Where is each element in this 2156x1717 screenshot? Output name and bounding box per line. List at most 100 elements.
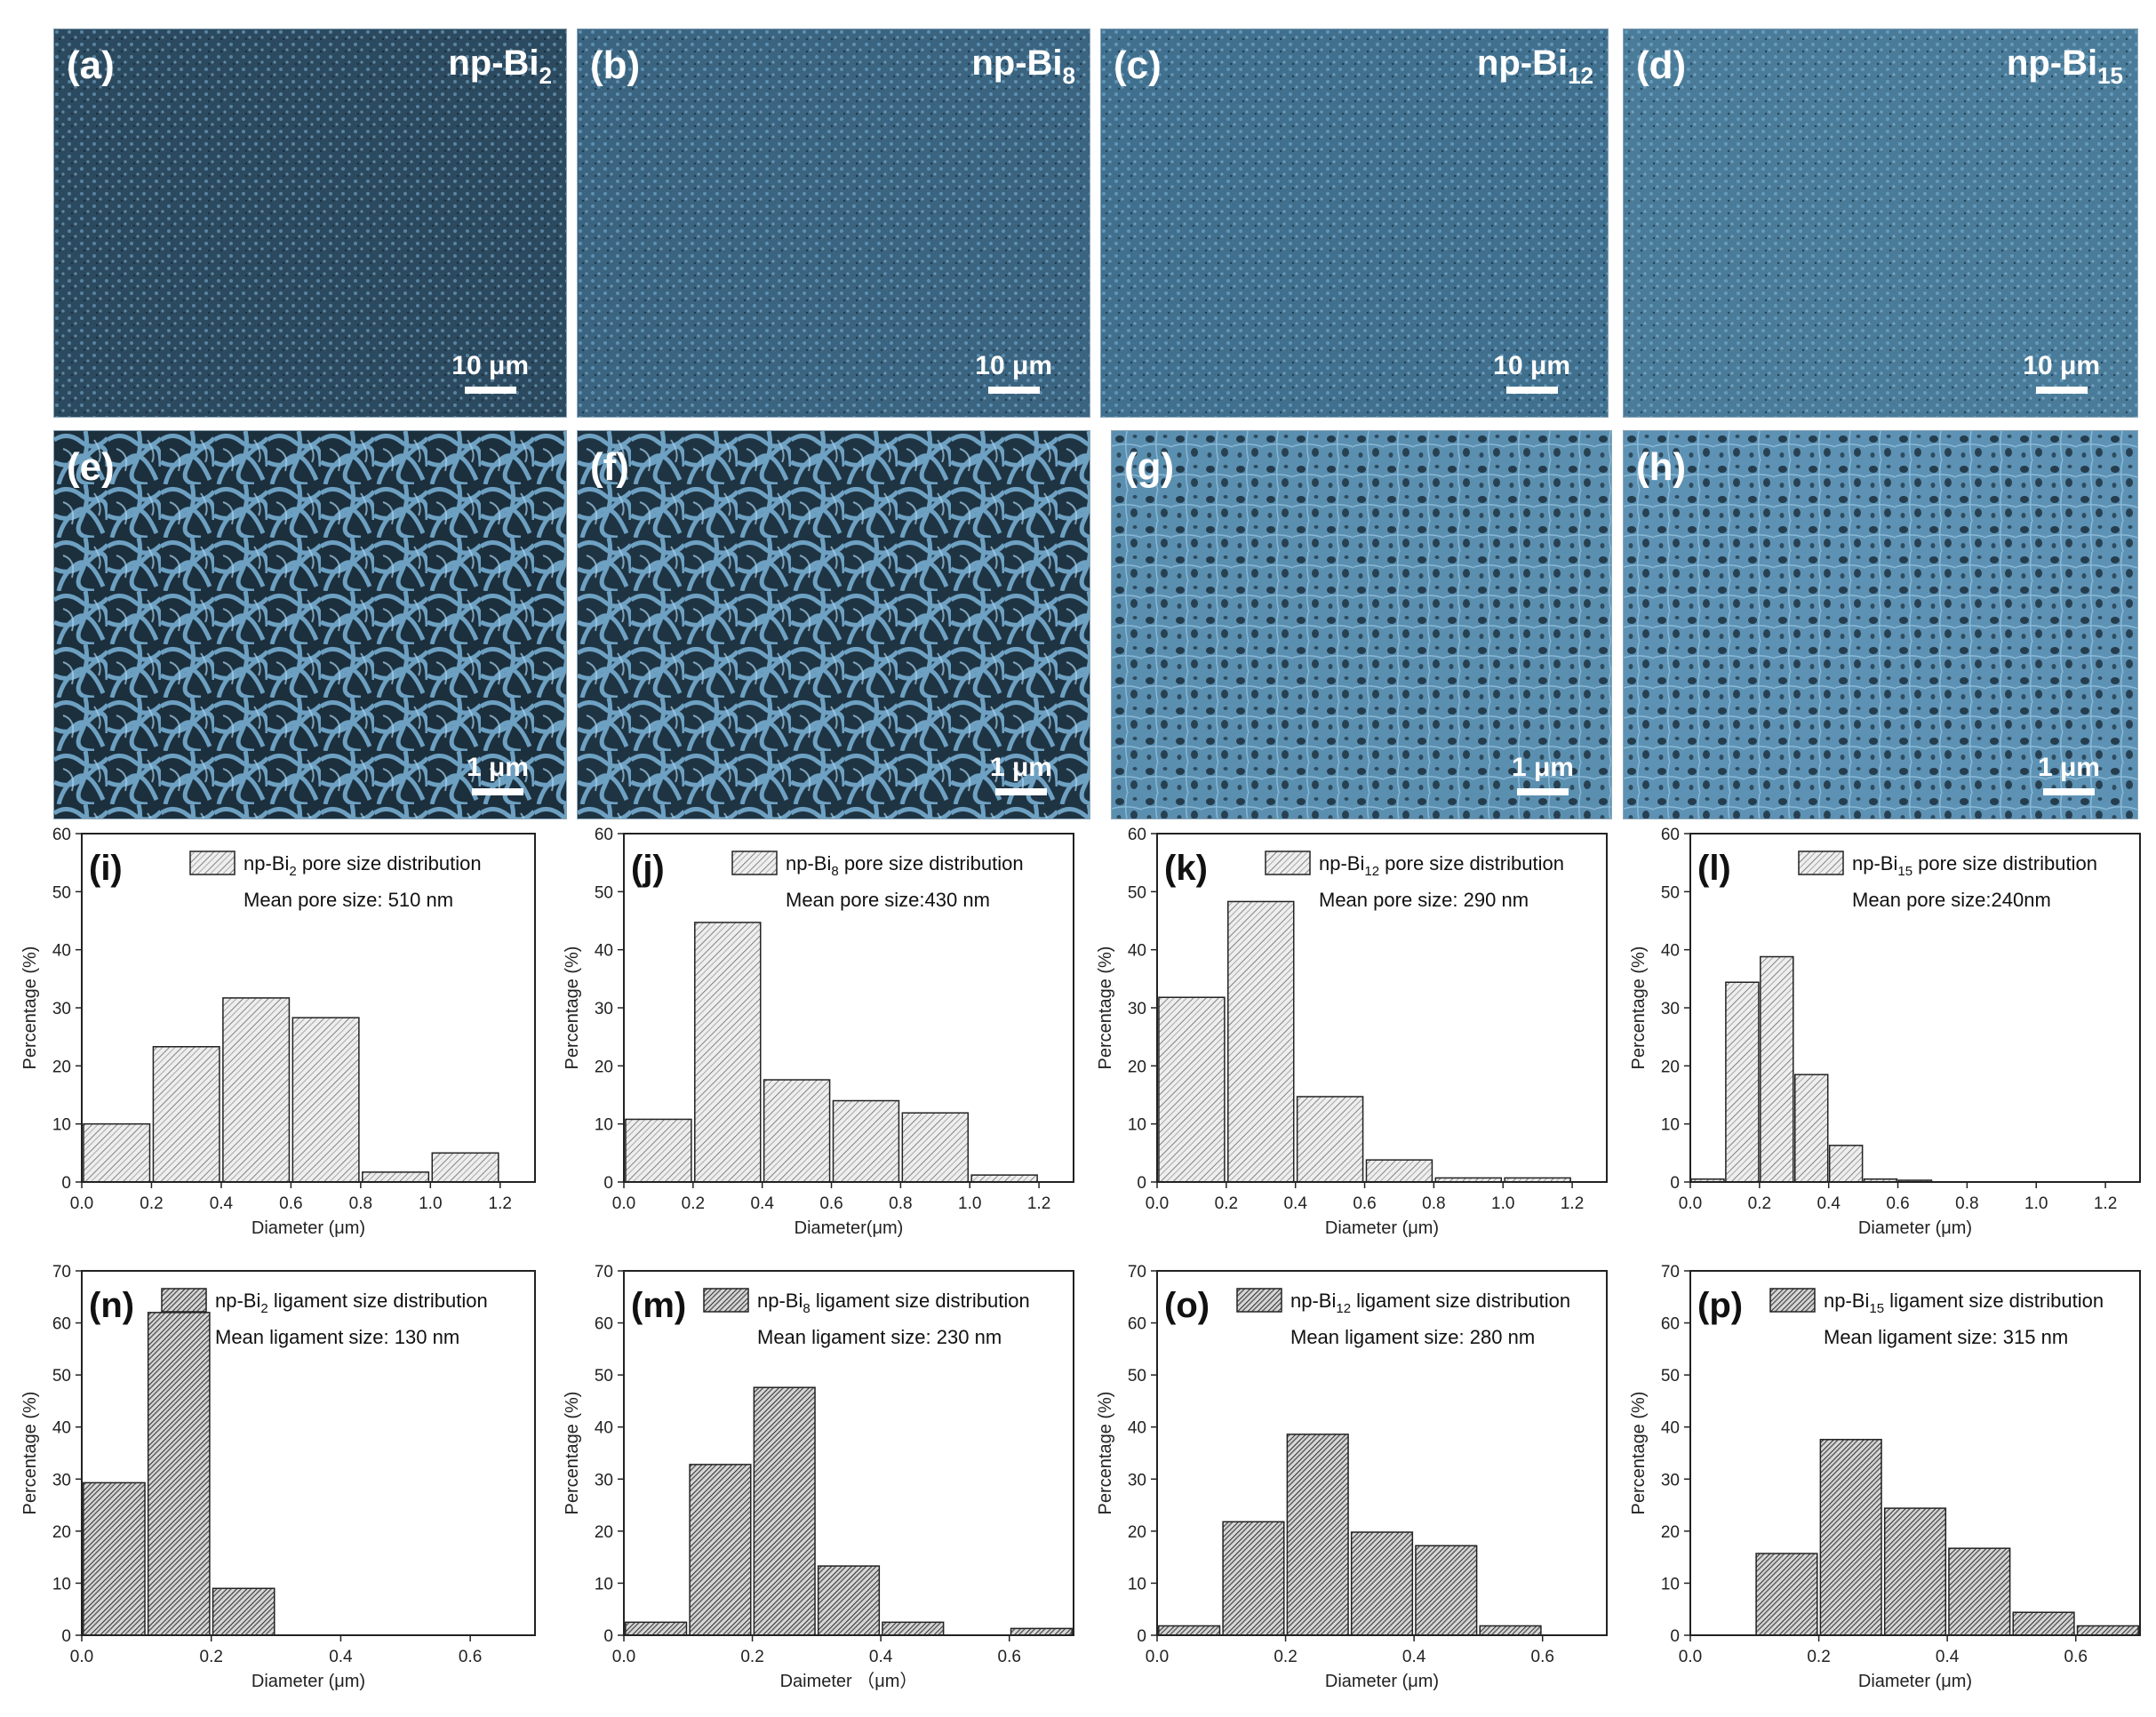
histogram-bar — [1350, 1531, 1414, 1636]
y-tick-label: 40 — [1128, 1419, 1146, 1438]
sem-image-c: (c) np-Bi12 10 μm — [1100, 28, 1609, 418]
plot-frame — [623, 1270, 1074, 1636]
histogram-bar — [1828, 1145, 1864, 1183]
y-tick-label: 0 — [603, 1174, 613, 1193]
mean-size-label: Mean ligament size: 280 nm — [1290, 1326, 1535, 1348]
histogram-bar — [152, 1046, 220, 1183]
legend-swatch — [1769, 1288, 1816, 1313]
sem-texture — [1624, 29, 2137, 417]
legend-swatch — [1798, 851, 1844, 875]
histogram-bar — [1755, 1553, 1818, 1636]
sample-name: np-Bi12 — [1476, 44, 1593, 89]
y-tick-label: 0 — [61, 1174, 71, 1193]
plot-frame — [1689, 1270, 2141, 1636]
plot-frame — [1156, 1270, 1608, 1636]
histogram-bar — [763, 1079, 831, 1183]
panel-label: (k) — [1164, 849, 1208, 888]
y-tick-label: 50 — [595, 1367, 613, 1386]
y-axis-title: Percentage (%) — [563, 1392, 582, 1515]
x-tick-label: 0.8 — [1955, 1194, 1978, 1213]
y-axis-title: Percentage (%) — [1096, 1392, 1115, 1515]
y-tick-label: 20 — [1128, 1058, 1146, 1076]
mean-size-label: Mean ligament size: 315 nm — [1824, 1326, 2068, 1348]
x-tick-label: 0.2 — [200, 1648, 223, 1666]
y-tick-label: 30 — [1128, 1471, 1146, 1489]
y-tick-label: 30 — [1128, 1000, 1146, 1018]
x-tick-label: 1.0 — [958, 1194, 981, 1213]
legend-swatch — [703, 1288, 749, 1313]
y-tick-label: 70 — [52, 1263, 71, 1282]
x-axis-title: Diameter (μm) — [1325, 1672, 1439, 1691]
x-tick-label: 0.6 — [1353, 1194, 1376, 1213]
y-tick-label: 60 — [595, 826, 613, 844]
histogram-svg: 0 10 20 30 40 50 60 70 0.0 0.2 0.4 0.6 Diameter (μm)… — [1629, 1263, 2141, 1691]
histogram-bar — [1010, 1627, 1073, 1636]
x-tick-label: 1.0 — [419, 1194, 442, 1213]
y-tick-label: 10 — [1128, 1116, 1146, 1135]
histogram-bar — [901, 1112, 970, 1183]
y-tick-label: 50 — [595, 883, 613, 902]
scale-bar-label: 10 μm — [451, 351, 529, 380]
histogram-bar — [1415, 1545, 1478, 1636]
y-tick-label: 0 — [603, 1627, 613, 1646]
histogram-svg: 0 10 20 30 40 50 60 70 0.0 0.2 0.4 0.6 Diameter (μm)… — [20, 1263, 536, 1691]
x-tick-label: 0.2 — [1215, 1194, 1238, 1213]
histogram-bar — [832, 1099, 900, 1183]
y-tick-label: 60 — [52, 1315, 71, 1334]
chart-m: 0 10 20 30 40 50 60 70 0.0 0.2 0.4 0.6 Daimeter （μm）… — [542, 1262, 1081, 1706]
x-tick-label: 0.2 — [740, 1648, 763, 1666]
y-tick-label: 40 — [1128, 942, 1146, 961]
scale-bar-label: 1 μm — [989, 753, 1052, 782]
histogram-svg: 0 10 20 30 40 50 60 0.0 0.2 0.4 0.6 0.8 1.0 1.2 Diamet… — [1096, 826, 1608, 1238]
scale-bar: 1 μm — [2038, 753, 2100, 795]
x-tick-label: 0.6 — [2064, 1648, 2088, 1666]
histogram-svg: 0 10 20 30 40 50 60 70 0.0 0.2 0.4 0.6 Diameter (μm)… — [1096, 1263, 1608, 1691]
scale-bar: 10 μm — [975, 351, 1052, 394]
legend-label: np-Bi12 ligament size distribution — [1290, 1290, 1570, 1316]
y-tick-label: 60 — [1128, 826, 1146, 844]
panel-label: (d) — [1636, 44, 1687, 87]
histogram-bar — [1883, 1507, 1947, 1636]
y-tick-label: 70 — [595, 1263, 613, 1282]
x-tick-label: 1.0 — [1491, 1194, 1514, 1213]
legend-label: np-Bi12 pore size distribution — [1319, 852, 1564, 879]
x-axis-title: Diameter (μm) — [252, 1672, 365, 1691]
scale-bar: 10 μm — [2023, 351, 2100, 394]
sem-image-h: (h) 1 μm — [1623, 430, 2138, 819]
scale-bar: 1 μm — [467, 753, 529, 795]
histogram-bar — [1286, 1433, 1349, 1636]
x-tick-label: 0.6 — [998, 1648, 1021, 1666]
y-tick-label: 30 — [1661, 1000, 1680, 1018]
legend-label: np-Bi2 ligament size distribution — [215, 1290, 488, 1316]
sem-image-d: (d) np-Bi15 10 μm — [1623, 28, 2138, 418]
x-tick-label: 0.0 — [70, 1194, 93, 1213]
y-tick-label: 20 — [1661, 1058, 1680, 1076]
sem-texture — [1101, 29, 1608, 417]
histogram-bar — [431, 1152, 499, 1183]
y-tick-label: 60 — [1128, 1315, 1146, 1334]
y-axis-title: Percentage (%) — [1629, 1392, 1649, 1515]
chart-o: 0 10 20 30 40 50 60 70 0.0 0.2 0.4 0.6 Diameter (μm)… — [1075, 1262, 1614, 1706]
y-tick-label: 0 — [1670, 1174, 1680, 1193]
sem-texture — [578, 29, 1090, 417]
histogram-bar — [1227, 900, 1295, 1183]
y-tick-label: 0 — [1670, 1627, 1680, 1646]
y-tick-label: 30 — [595, 1471, 613, 1489]
x-tick-label: 0.4 — [1402, 1648, 1426, 1666]
x-tick-label: 0.0 — [1679, 1194, 1702, 1213]
histogram-svg: 0 10 20 30 40 50 60 0.0 0.2 0.4 0.6 0.8 1.0 1.2 Diamet… — [1629, 826, 2141, 1238]
histogram-bar — [689, 1464, 752, 1636]
histogram-bar — [147, 1312, 211, 1636]
x-tick-label: 1.0 — [2024, 1194, 2048, 1213]
y-tick-label: 50 — [1661, 1367, 1680, 1386]
y-tick-label: 20 — [1661, 1523, 1680, 1542]
scale-bar-label: 1 μm — [466, 753, 529, 782]
x-tick-label: 1.2 — [1027, 1194, 1050, 1213]
sem-image-g: (g) 1 μm — [1111, 430, 1612, 819]
chart-k: 0 10 20 30 40 50 60 0.0 0.2 0.4 0.6 0.8 1.0 1.2 Diamet… — [1075, 826, 1614, 1253]
histogram-bar — [222, 997, 291, 1183]
x-tick-label: 0.2 — [140, 1194, 163, 1213]
x-tick-label: 0.4 — [210, 1194, 234, 1213]
panel-label: (a) — [67, 44, 115, 87]
sample-name: np-Bi8 — [971, 44, 1075, 89]
